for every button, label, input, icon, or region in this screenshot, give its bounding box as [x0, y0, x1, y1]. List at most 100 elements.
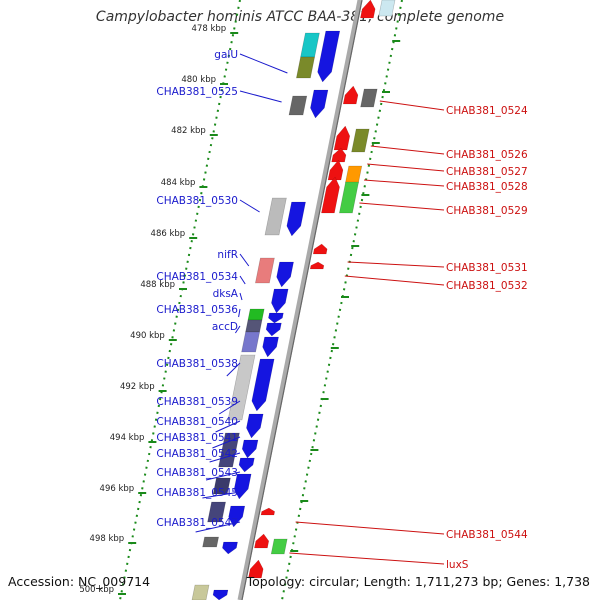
- topology-text: Topology: circular; Length: 1,711,273 bp…: [246, 574, 590, 589]
- gene-label-forward: CHAB381_0540: [156, 416, 238, 428]
- kbp-label: 498 kbp: [90, 534, 125, 544]
- gene-label-forward: nifR: [217, 249, 238, 261]
- kbp-label: 496 kbp: [100, 484, 135, 494]
- forward-gene-box: [202, 536, 219, 548]
- forward-gene-box: [264, 197, 287, 236]
- reverse-gene-arrow: [248, 559, 264, 579]
- forward-gene-box: [218, 432, 240, 468]
- label-leader: [238, 308, 241, 318]
- label-leader: [195, 521, 241, 533]
- forward-gene-box: [241, 331, 260, 353]
- reverse-gene-box: [270, 538, 288, 555]
- forward-gene-box: [191, 584, 210, 600]
- gene-labels: galU CHAB381_0525 CHAB381_0530 nifR CHAB381_…: [156, 49, 528, 571]
- gene-label-forward: CHAB381_0538: [156, 358, 238, 370]
- label-leader: [212, 436, 241, 449]
- backbone-shadow: [241, 0, 363, 600]
- gene-label-forward: accD: [212, 321, 238, 333]
- reverse-gene-box: [339, 181, 359, 214]
- reverse-gene-arrow: [254, 533, 270, 549]
- forward-gene-arrow: [271, 288, 289, 314]
- kbp-label: 480 kbp: [181, 75, 216, 85]
- label-leader: [363, 179, 445, 187]
- forward-gene-arrow: [268, 312, 284, 324]
- kbp-label: 490 kbp: [130, 331, 165, 341]
- reverse-gene-box: [345, 165, 363, 184]
- kbp-scale: 478 kbp 480 kbp 482 kbp 484 kbp 486 kbp 488 k…: [79, 24, 401, 595]
- label-leader: [289, 552, 445, 565]
- label-leader: [239, 275, 246, 285]
- reverse-gene-box: [351, 128, 370, 153]
- gene-label-reverse: CHAB381_0526: [446, 149, 528, 161]
- label-leader: [359, 202, 445, 211]
- forward-gene-arrow: [286, 201, 306, 237]
- genome-title: Campylobacter hominis ATCC BAA-381, comp…: [95, 9, 505, 25]
- backbone-line: [237, 0, 363, 600]
- accession-text: Accession: NC_009714: [8, 574, 151, 589]
- kbp-label: 488 kbp: [140, 280, 175, 290]
- gene-label-forward: CHAB381_0539: [156, 396, 238, 408]
- kbp-label: 478 kbp: [192, 24, 227, 34]
- forward-gene-box: [300, 32, 320, 58]
- gene-label-reverse: CHAB381_0531: [446, 262, 528, 274]
- forward-gene-arrow: [238, 457, 255, 473]
- label-leader: [202, 491, 241, 499]
- reverse-gene-arrow: [260, 507, 275, 516]
- forward-gene-arrow: [262, 336, 279, 358]
- label-leader: [239, 199, 260, 213]
- gene-label-reverse: luxS: [446, 559, 469, 571]
- label-leader: [367, 163, 445, 172]
- forward-gene-box: [207, 501, 226, 523]
- label-leader: [215, 420, 241, 433]
- label-leader: [295, 521, 445, 535]
- reverse-gene-arrow: [309, 261, 325, 270]
- label-leader: [209, 452, 241, 463]
- label-leader: [239, 90, 282, 103]
- backbone: [237, 0, 363, 600]
- forward-gene-arrow: [222, 541, 238, 555]
- gene-features: [191, 0, 396, 600]
- gene-label-reverse: CHAB381_0529: [446, 205, 528, 217]
- label-leader: [239, 253, 250, 267]
- kbp-label: 486 kbp: [151, 229, 186, 239]
- kbp-label: 494 kbp: [110, 433, 145, 443]
- label-leader: [218, 400, 241, 415]
- reverse-gene-arrow: [342, 85, 359, 105]
- gene-label-reverse: CHAB381_0527: [446, 166, 528, 178]
- gene-label-forward: galU: [214, 49, 238, 61]
- forward-gene-box: [288, 95, 308, 116]
- label-leader: [370, 145, 445, 155]
- gene-label-forward: CHAB381_0545: [156, 487, 238, 499]
- reverse-gene-arrow: [327, 159, 344, 181]
- gene-label-forward: CHAB381_0541: [156, 432, 238, 444]
- forward-gene-arrow: [246, 413, 264, 439]
- label-leader: [234, 325, 241, 334]
- reverse-gene-box: [360, 88, 378, 108]
- reverse-gene-arrow: [360, 0, 376, 19]
- gene-label-forward: CHAB381_0536: [156, 304, 238, 316]
- forward-gene-arrow: [241, 439, 259, 459]
- gene-label-reverse: CHAB381_0544: [446, 529, 528, 541]
- gene-label-reverse: CHAB381_0528: [446, 181, 528, 193]
- label-leader: [239, 53, 288, 74]
- gene-label-forward: CHAB381_0525: [156, 86, 238, 98]
- label-leader: [239, 292, 243, 301]
- gene-label-forward: CHAB381_0530: [156, 195, 238, 207]
- kbp-label: 482 kbp: [171, 126, 206, 136]
- reverse-gene-arrow: [312, 243, 328, 255]
- label-leader: [205, 471, 241, 481]
- gene-label-reverse: CHAB381_0524: [446, 105, 528, 117]
- label-leader: [226, 362, 241, 377]
- label-leader: [344, 275, 445, 286]
- label-leader: [347, 261, 445, 268]
- gene-label-forward: CHAB381_0547: [156, 517, 238, 529]
- forward-gene-arrow: [310, 89, 329, 119]
- forward-gene-arrow: [212, 589, 229, 600]
- forward-gene-arrow: [251, 358, 275, 412]
- forward-gene-box: [247, 308, 265, 321]
- kbp-label: 492 kbp: [120, 382, 155, 392]
- gene-label-forward: CHAB381_0534: [156, 271, 238, 283]
- kbp-label: 484 kbp: [161, 178, 196, 188]
- reverse-gene-arrow: [321, 176, 340, 214]
